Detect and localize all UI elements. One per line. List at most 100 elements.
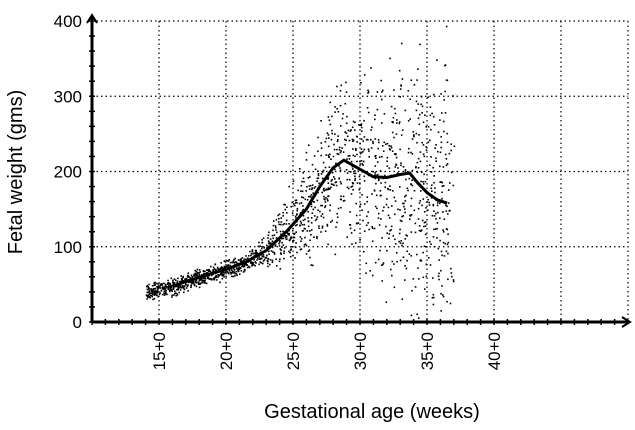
scatter-point [193, 274, 195, 276]
scatter-point [234, 272, 236, 275]
scatter-point [400, 240, 402, 242]
scatter-point [361, 194, 363, 196]
scatter-point [204, 277, 207, 280]
scatter-point [438, 272, 440, 275]
scatter-point [153, 284, 156, 286]
scatter-point [420, 190, 422, 192]
scatter-point [295, 199, 298, 201]
scatter-point [242, 264, 244, 267]
scatter-point [375, 174, 377, 176]
scatter-point [440, 141, 443, 144]
scatter-point [387, 206, 390, 209]
scatter-point [388, 148, 391, 150]
scatter-point [399, 96, 401, 98]
scatter-point [418, 225, 421, 227]
scatter-point [410, 183, 412, 186]
tick-labels: 0 100 200 300 400 15+0 20+0 25+0 30+0 35+0 40+0 [54, 12, 504, 370]
scatter-point [376, 108, 379, 111]
scatter-point [424, 288, 426, 290]
scatter-point [435, 217, 437, 220]
scatter-point [215, 279, 218, 281]
scatter-point [423, 155, 426, 158]
scatter-point [452, 279, 455, 281]
scatter-point [400, 162, 402, 164]
scatter-point [338, 165, 340, 167]
scatter-point [283, 252, 285, 254]
scatter-point [358, 188, 361, 191]
scatter-point [296, 207, 299, 210]
scatter-point [407, 90, 410, 92]
scatter-point [382, 262, 385, 264]
scatter-point [380, 218, 382, 220]
scatter-point [300, 238, 303, 240]
scatter-point [251, 263, 253, 265]
scatter-point [278, 260, 281, 263]
scatter-point [312, 208, 315, 211]
scatter-point [392, 235, 395, 237]
scatter-point [367, 92, 369, 94]
scatter-point [333, 176, 335, 178]
scatter-point [357, 222, 360, 224]
scatter-point [156, 289, 159, 291]
scatter-point [213, 278, 216, 281]
scatter-point [267, 258, 270, 260]
scatter-point [304, 218, 306, 221]
scatter-point [404, 208, 406, 210]
x-tick-label: 25+0 [284, 332, 303, 370]
scatter-point [154, 290, 157, 293]
scatter-point [271, 259, 274, 262]
scatter-point [416, 171, 419, 173]
scatter-point [339, 90, 342, 92]
scatter-point [170, 277, 173, 280]
scatter-points [145, 25, 456, 319]
scatter-point [256, 257, 259, 259]
scatter-point [365, 262, 368, 265]
scatter-point [363, 119, 365, 122]
scatter-point [310, 203, 313, 205]
scatter-point [245, 255, 247, 257]
scatter-point [367, 138, 369, 141]
x-tick-label: 20+0 [217, 332, 236, 370]
scatter-point [319, 210, 321, 213]
scatter-point [348, 158, 351, 160]
scatter-point [440, 269, 442, 272]
scatter-point [399, 186, 401, 188]
scatter-point [374, 205, 377, 208]
scatter-point [277, 221, 280, 223]
scatter-point [352, 182, 355, 185]
scatter-point [429, 264, 432, 266]
scatter-point [316, 235, 318, 238]
scatter-point [345, 91, 348, 93]
scatter-point [253, 252, 256, 255]
scatter-point [233, 262, 236, 264]
scatter-point [449, 302, 452, 305]
scatter-point [448, 189, 450, 191]
scatter-point [411, 153, 414, 155]
scatter-point [344, 138, 346, 141]
scatter-point [445, 79, 448, 81]
scatter-point [397, 167, 399, 169]
scatter-point [271, 234, 274, 237]
scatter-point [194, 281, 196, 283]
scatter-point [400, 134, 403, 136]
scatter-point [442, 241, 445, 244]
scatter-point [307, 210, 309, 213]
scatter-point [434, 187, 436, 189]
scatter-point [425, 126, 427, 128]
scatter-point [287, 233, 289, 236]
scatter-point [446, 205, 448, 208]
scatter-point [418, 134, 420, 136]
scatter-point [190, 281, 193, 284]
scatter-point [354, 242, 357, 244]
scatter-point [276, 231, 278, 234]
scatter-point [279, 248, 282, 250]
scatter-point [248, 266, 251, 269]
scatter-point [370, 129, 372, 131]
scatter-point [328, 156, 330, 158]
scatter-point [450, 267, 452, 270]
scatter-point [404, 170, 407, 172]
scatter-point [262, 255, 265, 258]
scatter-point [418, 278, 420, 280]
scatter-point [377, 217, 380, 219]
scatter-point [288, 223, 290, 225]
